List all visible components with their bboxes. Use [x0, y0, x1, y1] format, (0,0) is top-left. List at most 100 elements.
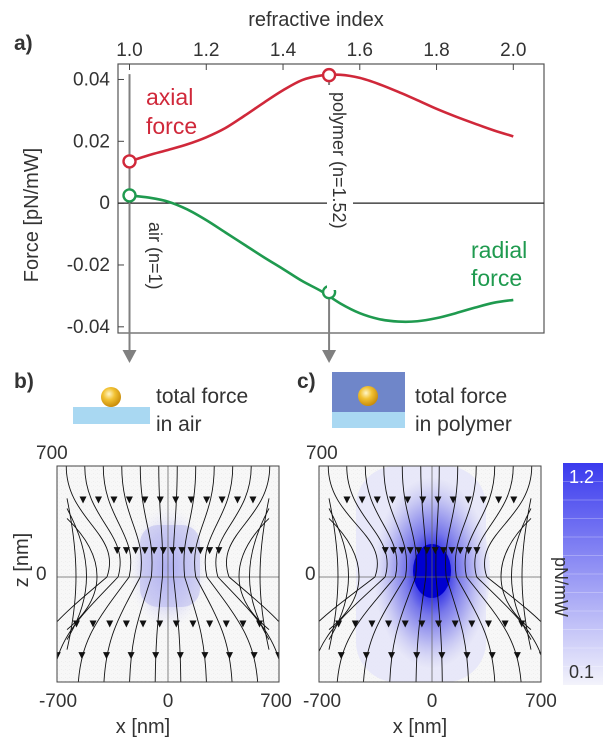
a-xtick-label: 1.2: [193, 40, 219, 61]
heatmap-c: [287, 466, 541, 682]
streamline: [521, 498, 532, 650]
flow-arrow-icon: [358, 496, 366, 504]
heatmap-c-frame: [318, 465, 542, 683]
series-axial-force-line: [129, 73, 514, 163]
streamline: [474, 466, 514, 578]
colorbar-max-label: 1.2: [569, 467, 594, 487]
flow-arrow-icon: [196, 547, 204, 555]
flow-arrow-icon: [518, 620, 526, 628]
annotation-radial-line2: force: [471, 265, 522, 291]
flow-arrow-icon: [463, 652, 471, 660]
a-xtick-label: 1.6: [347, 40, 373, 61]
streamline: [466, 576, 522, 682]
streamline: [328, 518, 360, 630]
streamline: [389, 576, 417, 682]
flow-arrow-icon: [488, 652, 496, 660]
streamline: [500, 518, 532, 630]
streamline: [445, 466, 459, 578]
streamline: [383, 466, 408, 578]
down-arrow-icon: [322, 350, 337, 363]
flow-arrow-icon: [249, 496, 257, 504]
a-ytick-label: 0.04: [73, 69, 110, 90]
flow-arrow-icon: [29, 652, 36, 659]
flow-arrow-icon: [501, 620, 509, 628]
streamline: [57, 576, 108, 623]
streamline: [435, 466, 440, 578]
flow-arrow-icon: [510, 496, 518, 504]
data-point-marker: [122, 188, 137, 203]
flow-arrow-icon: [373, 496, 381, 504]
flow-arrow-icon: [398, 547, 406, 555]
streamline: [154, 576, 163, 682]
flow-arrow-icon: [456, 547, 464, 555]
flow-arrow-icon: [156, 496, 164, 504]
flow-arrow-icon: [156, 620, 164, 628]
inset-air: [73, 387, 150, 424]
streamline: [484, 466, 533, 578]
b-xlabel: x [nm]: [116, 716, 170, 738]
series-radial-force-line: [129, 194, 514, 324]
flow-arrow-icon: [404, 496, 412, 504]
streamline: [77, 576, 130, 682]
flow-arrow-icon: [484, 620, 492, 628]
flow-arrow-icon: [343, 496, 351, 504]
substrate-slab-c: [332, 412, 405, 428]
flow-arrow-icon: [390, 547, 398, 555]
flow-arrow-icon: [413, 652, 421, 660]
flow-arrow-icon: [102, 652, 110, 660]
flow-arrow-icon: [239, 620, 247, 628]
streamline: [336, 576, 396, 682]
streamline: [139, 466, 153, 578]
a-xtick-label: 1.4: [270, 40, 297, 61]
flow-arrow-icon: [127, 652, 135, 660]
down-arrow-icon: [122, 350, 137, 363]
streamline: [206, 576, 259, 682]
flow-arrow-icon: [468, 620, 476, 628]
flow-arrow-icon: [218, 496, 226, 504]
flow-arrow-icon: [226, 652, 234, 660]
streamline: [226, 466, 271, 578]
a-xtick-label: 1.0: [116, 40, 142, 61]
flow-arrow-icon: [106, 620, 114, 628]
flow-arrow-icon: [206, 547, 214, 555]
panel-a-label: a): [14, 32, 33, 55]
chart-a-xlabel: refractive index: [248, 9, 384, 31]
flow-arrow-icon: [113, 547, 121, 555]
flow-arrow-icon: [434, 496, 442, 504]
flow-arrow-icon: [287, 652, 294, 659]
flow-arrow-icon: [215, 547, 223, 555]
annotation-axial-line2: force: [146, 113, 197, 139]
flow-arrow-icon: [435, 620, 443, 628]
flow-arrow-icon: [368, 620, 376, 628]
flow-arrow-icon: [401, 620, 409, 628]
annotation-polymer: polymer (n=1.52): [329, 92, 349, 229]
chart-a-y-ticks: 0.04 0.02 0 -0.02 -0.04: [67, 69, 124, 338]
streamline: [121, 466, 142, 578]
a-xtick-label: 1.8: [423, 40, 449, 61]
chart-a-markers: [122, 67, 337, 300]
inset-b-title-line1: total force: [156, 385, 248, 408]
flow-arrow-icon: [172, 496, 180, 504]
colorbar: 1.2 0.1 pN/mW: [551, 463, 603, 685]
flow-arrow-icon: [388, 652, 396, 660]
particle-sphere-c: [358, 386, 378, 406]
b-xtick-neg700: -700: [39, 691, 77, 712]
streamline: [486, 576, 541, 623]
c-xlabel: x [nm]: [393, 716, 447, 738]
colorbar-min-label: 0.1: [569, 662, 594, 682]
flow-arrow-icon: [385, 620, 393, 628]
a-xtick-label: 2.0: [500, 40, 526, 61]
flow-arrow-icon: [495, 496, 503, 504]
flow-arrow-icon: [222, 620, 230, 628]
flow-arrow-icon: [122, 547, 130, 555]
chart-a-x-ticks: 1.0 1.2 1.4 1.6 1.8 2.0: [116, 40, 527, 70]
streamline: [319, 576, 376, 623]
a-ytick-label: -0.04: [67, 317, 111, 338]
b-ytick-700: 700: [36, 443, 68, 464]
flow-arrow-icon: [234, 496, 242, 504]
streamline: [259, 498, 270, 650]
flow-arrow-icon: [513, 652, 521, 660]
flow-arrow-icon: [479, 496, 487, 504]
inset-polymer: [332, 372, 405, 428]
